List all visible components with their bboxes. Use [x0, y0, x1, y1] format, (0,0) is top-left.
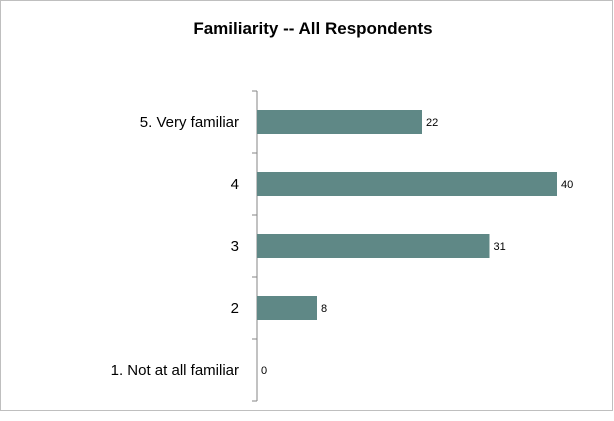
category-label: 3: [231, 238, 239, 255]
bar-chart: Familiarity -- All Respondents 5. Very f…: [111, 19, 573, 402]
category-label: 2: [231, 300, 239, 317]
bar: [257, 234, 490, 258]
data-label: 31: [494, 241, 506, 253]
bar: [257, 110, 422, 134]
chart-title: Familiarity -- All Respondents: [193, 19, 432, 38]
bar: [257, 172, 557, 196]
data-label: 40: [561, 179, 573, 191]
bar: [257, 296, 317, 320]
category-label: 5. Very familiar: [140, 114, 239, 131]
category-label: 1. Not at all familiar: [111, 362, 239, 379]
data-label: 0: [261, 365, 267, 377]
chart-frame: Familiarity -- All Respondents 5. Very f…: [0, 0, 613, 411]
plot-area: 5. Very familiar 22 4 40 3 31 2 8 1. Not at all …: [111, 90, 573, 402]
data-label: 22: [426, 117, 438, 129]
data-label: 8: [321, 303, 327, 315]
category-label: 4: [231, 176, 239, 193]
